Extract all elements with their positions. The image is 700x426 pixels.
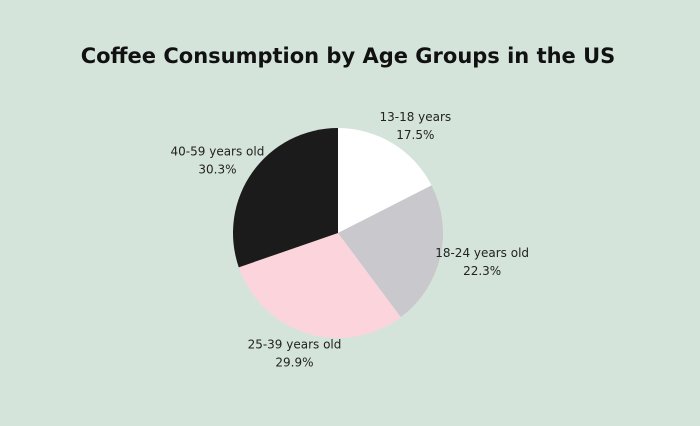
slice-label: 18-24 years old (435, 246, 529, 260)
slice-value-label: 30.3% (198, 163, 236, 177)
slice-label: 25-39 years old (248, 338, 342, 352)
pie-slice (338, 128, 432, 233)
pie-slice (238, 233, 401, 338)
slice-value-label: 22.3% (463, 264, 501, 278)
slice-value-label: 17.5% (396, 128, 434, 142)
slice-value-label: 29.9% (275, 356, 313, 370)
slice-label: 40-59 years old (171, 145, 265, 159)
slice-label: 13-18 years (379, 110, 451, 124)
pie-slice (338, 185, 443, 318)
chart-title: Coffee Consumption by Age Groups in the … (81, 44, 616, 68)
pie-slice (233, 128, 338, 268)
